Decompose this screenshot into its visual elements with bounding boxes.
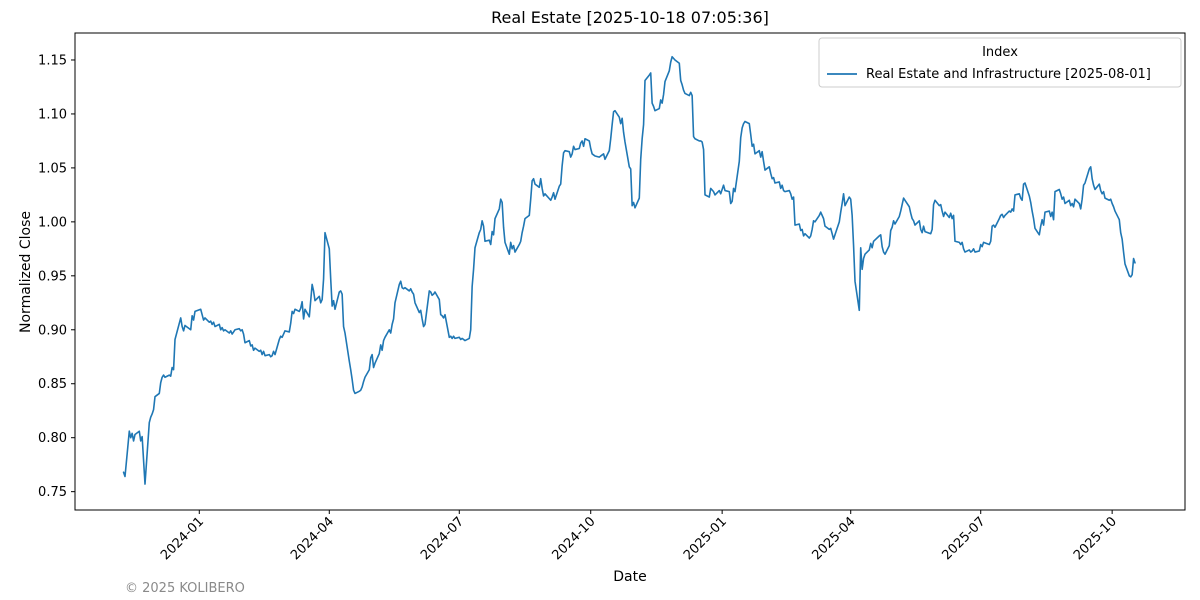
y-tick-label: 1.05	[38, 161, 67, 176]
y-tick-label: 1.10	[38, 107, 67, 122]
x-tick-label: 2024-01	[158, 514, 207, 563]
x-tick-label: 2025-07	[940, 514, 989, 563]
chart-title: Real Estate [2025-10-18 07:05:36]	[491, 8, 769, 27]
y-tick-label: 1.15	[38, 53, 67, 68]
y-tick-label: 1.00	[38, 215, 67, 230]
y-axis-label: Normalized Close	[18, 211, 34, 333]
x-tick-label: 2024-04	[288, 514, 337, 563]
legend-series-label: Real Estate and Infrastructure [2025-08-…	[866, 67, 1151, 82]
y-tick-label: 0.75	[38, 485, 67, 500]
legend: Index Real Estate and Infrastructure [20…	[818, 37, 1182, 88]
y-tick-label: 0.90	[38, 323, 67, 338]
y-tick-label: 0.80	[38, 431, 67, 446]
series-line-real-estate	[122, 55, 1136, 485]
x-tick-label: 2025-10	[1071, 514, 1120, 563]
x-tick-label: 2025-04	[810, 514, 859, 563]
legend-title: Index	[982, 45, 1018, 60]
x-axis-label: Date	[613, 569, 646, 585]
x-tick-label: 2025-01	[681, 514, 730, 563]
y-tick-label: 0.95	[38, 269, 67, 284]
axes-ticks: 2024-01 2024-04 2024-07 2024-10 2025-01 2025-…	[38, 53, 1120, 563]
y-tick-label: 0.85	[38, 377, 67, 392]
x-tick-label: 2024-07	[418, 514, 467, 563]
plot-area-border	[74, 32, 1186, 511]
legend-frame	[818, 37, 1182, 88]
copyright-text: © 2025 KOLIBERO	[125, 581, 245, 596]
x-tick-label: 2024-10	[550, 514, 599, 563]
